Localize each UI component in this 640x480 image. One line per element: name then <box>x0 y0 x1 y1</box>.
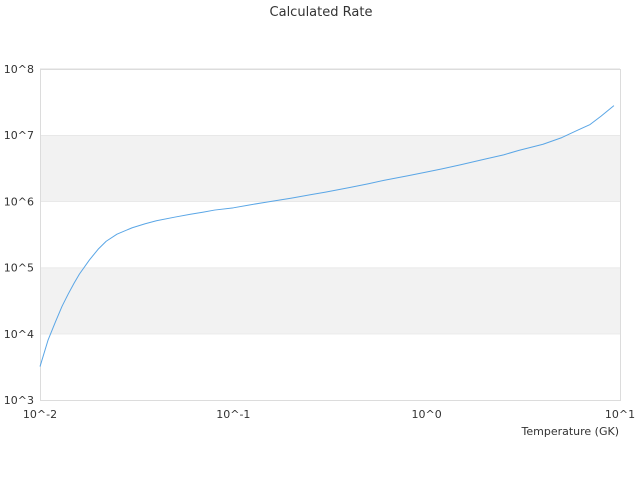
chart-title: Calculated Rate <box>270 5 373 20</box>
tick-labels: 10^3 10^4 10^5 10^6 10^7 10^8 10^-2 10^-1 10^0 10… <box>4 63 635 421</box>
y-tick-label: 10^6 <box>4 195 34 208</box>
y-tick-label: 10^4 <box>4 328 34 341</box>
y-tick-label: 10^3 <box>4 394 34 407</box>
y-tick-label: 10^5 <box>4 262 34 275</box>
grid-band <box>40 135 620 202</box>
grid-band <box>40 333 620 400</box>
series-layer <box>39 105 615 367</box>
plot-area-frame <box>40 69 621 401</box>
x-axis-label: Temperature (GK) <box>521 425 620 438</box>
y-tick-label: 10^8 <box>4 63 34 76</box>
x-tick-label: 10^1 <box>605 408 635 421</box>
y-tick-label: 10^7 <box>4 129 34 142</box>
x-tick-label: 10^-2 <box>23 408 57 421</box>
grid-band <box>40 69 620 136</box>
x-tick-label: 10^-1 <box>216 408 250 421</box>
grid-band <box>40 201 620 268</box>
grid-band <box>40 267 620 334</box>
x-tick-label: 10^0 <box>412 408 442 421</box>
series-line-0 <box>39 105 615 367</box>
grid-bands <box>40 68 620 400</box>
